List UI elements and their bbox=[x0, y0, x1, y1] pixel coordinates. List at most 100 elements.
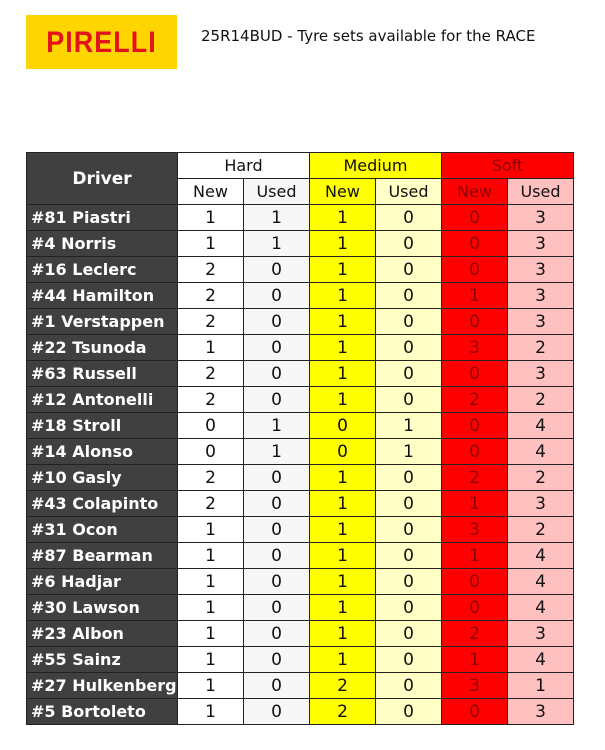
driver-name: #4 Norris bbox=[26, 230, 178, 257]
soft-new-cell: 0 bbox=[441, 230, 508, 257]
medium-used-cell: 0 bbox=[375, 256, 442, 283]
soft-used-cell: 3 bbox=[507, 360, 574, 387]
hard-used-cell: 0 bbox=[243, 672, 310, 699]
medium-new-cell: 1 bbox=[309, 256, 376, 283]
driver-name: #16 Leclerc bbox=[26, 256, 178, 283]
soft-used-cell: 4 bbox=[507, 646, 574, 673]
hard-used-header: Used bbox=[243, 178, 310, 205]
hard-new-cell: 2 bbox=[177, 256, 244, 283]
medium-new-cell: 1 bbox=[309, 230, 376, 257]
hard-used-cell: 0 bbox=[243, 282, 310, 309]
medium-used-cell: 0 bbox=[375, 698, 442, 725]
medium-new-cell: 1 bbox=[309, 646, 376, 673]
medium-used-cell: 0 bbox=[375, 620, 442, 647]
soft-used-cell: 2 bbox=[507, 464, 574, 491]
hard-new-cell: 1 bbox=[177, 698, 244, 725]
soft-new-cell: 0 bbox=[441, 204, 508, 231]
soft-used-cell: 4 bbox=[507, 542, 574, 569]
driver-name: #1 Verstappen bbox=[26, 308, 178, 335]
hard-used-cell: 1 bbox=[243, 204, 310, 231]
medium-new-cell: 1 bbox=[309, 282, 376, 309]
table-row: #1 Verstappen 2 0 1 0 0 3 bbox=[26, 308, 574, 335]
hard-used-cell: 0 bbox=[243, 308, 310, 335]
medium-new-cell: 1 bbox=[309, 386, 376, 413]
soft-used-header: Used bbox=[507, 178, 574, 205]
medium-new-cell: 0 bbox=[309, 412, 376, 439]
table-row: #10 Gasly 2 0 1 0 2 2 bbox=[26, 464, 574, 491]
medium-new-cell: 1 bbox=[309, 464, 376, 491]
logo-text: PIRELLI bbox=[46, 24, 157, 58]
hard-new-cell: 1 bbox=[177, 230, 244, 257]
soft-new-cell: 0 bbox=[441, 360, 508, 387]
medium-used-cell: 0 bbox=[375, 516, 442, 543]
medium-new-cell: 1 bbox=[309, 594, 376, 621]
hard-header: Hard bbox=[177, 152, 310, 179]
table-row: #81 Piastri 1 1 1 0 0 3 bbox=[26, 204, 574, 231]
medium-new-cell: 1 bbox=[309, 490, 376, 517]
soft-new-cell: 0 bbox=[441, 594, 508, 621]
medium-new-cell: 2 bbox=[309, 698, 376, 725]
medium-new-cell: 2 bbox=[309, 672, 376, 699]
hard-new-cell: 1 bbox=[177, 542, 244, 569]
driver-name: #55 Sainz bbox=[26, 646, 178, 673]
hard-new-cell: 1 bbox=[177, 672, 244, 699]
driver-name: #23 Albon bbox=[26, 620, 178, 647]
soft-used-cell: 1 bbox=[507, 672, 574, 699]
table-row: #63 Russell 2 0 1 0 0 3 bbox=[26, 360, 574, 387]
soft-new-cell: 0 bbox=[441, 438, 508, 465]
medium-used-cell: 0 bbox=[375, 594, 442, 621]
hard-used-cell: 0 bbox=[243, 256, 310, 283]
hard-used-cell: 1 bbox=[243, 230, 310, 257]
hard-used-cell: 0 bbox=[243, 360, 310, 387]
driver-name: #6 Hadjar bbox=[26, 568, 178, 595]
soft-new-cell: 1 bbox=[441, 646, 508, 673]
medium-used-cell: 0 bbox=[375, 230, 442, 257]
soft-used-cell: 2 bbox=[507, 334, 574, 361]
medium-used-cell: 0 bbox=[375, 308, 442, 335]
soft-new-cell: 1 bbox=[441, 490, 508, 517]
medium-header: Medium bbox=[309, 152, 442, 179]
soft-used-cell: 4 bbox=[507, 438, 574, 465]
medium-new-cell: 0 bbox=[309, 438, 376, 465]
hard-used-cell: 0 bbox=[243, 568, 310, 595]
hard-new-cell: 2 bbox=[177, 386, 244, 413]
hard-new-cell: 0 bbox=[177, 438, 244, 465]
medium-new-cell: 1 bbox=[309, 360, 376, 387]
table-row: #30 Lawson 1 0 1 0 0 4 bbox=[26, 594, 574, 621]
medium-new-cell: 1 bbox=[309, 308, 376, 335]
soft-new-cell: 3 bbox=[441, 672, 508, 699]
soft-new-cell: 3 bbox=[441, 516, 508, 543]
soft-new-cell: 3 bbox=[441, 334, 508, 361]
hard-new-cell: 1 bbox=[177, 594, 244, 621]
driver-name: #43 Colapinto bbox=[26, 490, 178, 517]
table-body: #81 Piastri 1 1 1 0 0 3 #4 Norris 1 1 1 0 0 3 #16 Lecl… bbox=[26, 204, 574, 725]
medium-used-cell: 0 bbox=[375, 542, 442, 569]
table-row: #43 Colapinto 2 0 1 0 1 3 bbox=[26, 490, 574, 517]
table-row: #23 Albon 1 0 1 0 2 3 bbox=[26, 620, 574, 647]
hard-new-cell: 1 bbox=[177, 204, 244, 231]
soft-used-cell: 4 bbox=[507, 594, 574, 621]
table-row: #27 Hulkenberg 1 0 2 0 3 1 bbox=[26, 672, 574, 699]
table-row: #22 Tsunoda 1 0 1 0 3 2 bbox=[26, 334, 574, 361]
table-row: #12 Antonelli 2 0 1 0 2 2 bbox=[26, 386, 574, 413]
pirelli-logo: PIRELLI bbox=[26, 15, 177, 69]
table-row: #18 Stroll 0 1 0 1 0 4 bbox=[26, 412, 574, 439]
medium-used-cell: 1 bbox=[375, 412, 442, 439]
driver-name: #30 Lawson bbox=[26, 594, 178, 621]
driver-header: Driver bbox=[26, 152, 178, 205]
medium-new-cell: 1 bbox=[309, 542, 376, 569]
medium-new-cell: 1 bbox=[309, 568, 376, 595]
table-row: #5 Bortoleto 1 0 2 0 0 3 bbox=[26, 698, 574, 725]
table-row: #55 Sainz 1 0 1 0 1 4 bbox=[26, 646, 574, 673]
table-row: #14 Alonso 0 1 0 1 0 4 bbox=[26, 438, 574, 465]
soft-new-cell: 2 bbox=[441, 464, 508, 491]
hard-new-cell: 1 bbox=[177, 334, 244, 361]
driver-name: #87 Bearman bbox=[26, 542, 178, 569]
soft-new-cell: 0 bbox=[441, 568, 508, 595]
tyre-sets-table: Driver Hard Medium Soft New Used New Use… bbox=[26, 152, 574, 725]
hard-new-header: New bbox=[177, 178, 244, 205]
hard-used-cell: 1 bbox=[243, 438, 310, 465]
hard-used-cell: 1 bbox=[243, 412, 310, 439]
medium-new-header: New bbox=[309, 178, 376, 205]
table-row: #44 Hamilton 2 0 1 0 1 3 bbox=[26, 282, 574, 309]
